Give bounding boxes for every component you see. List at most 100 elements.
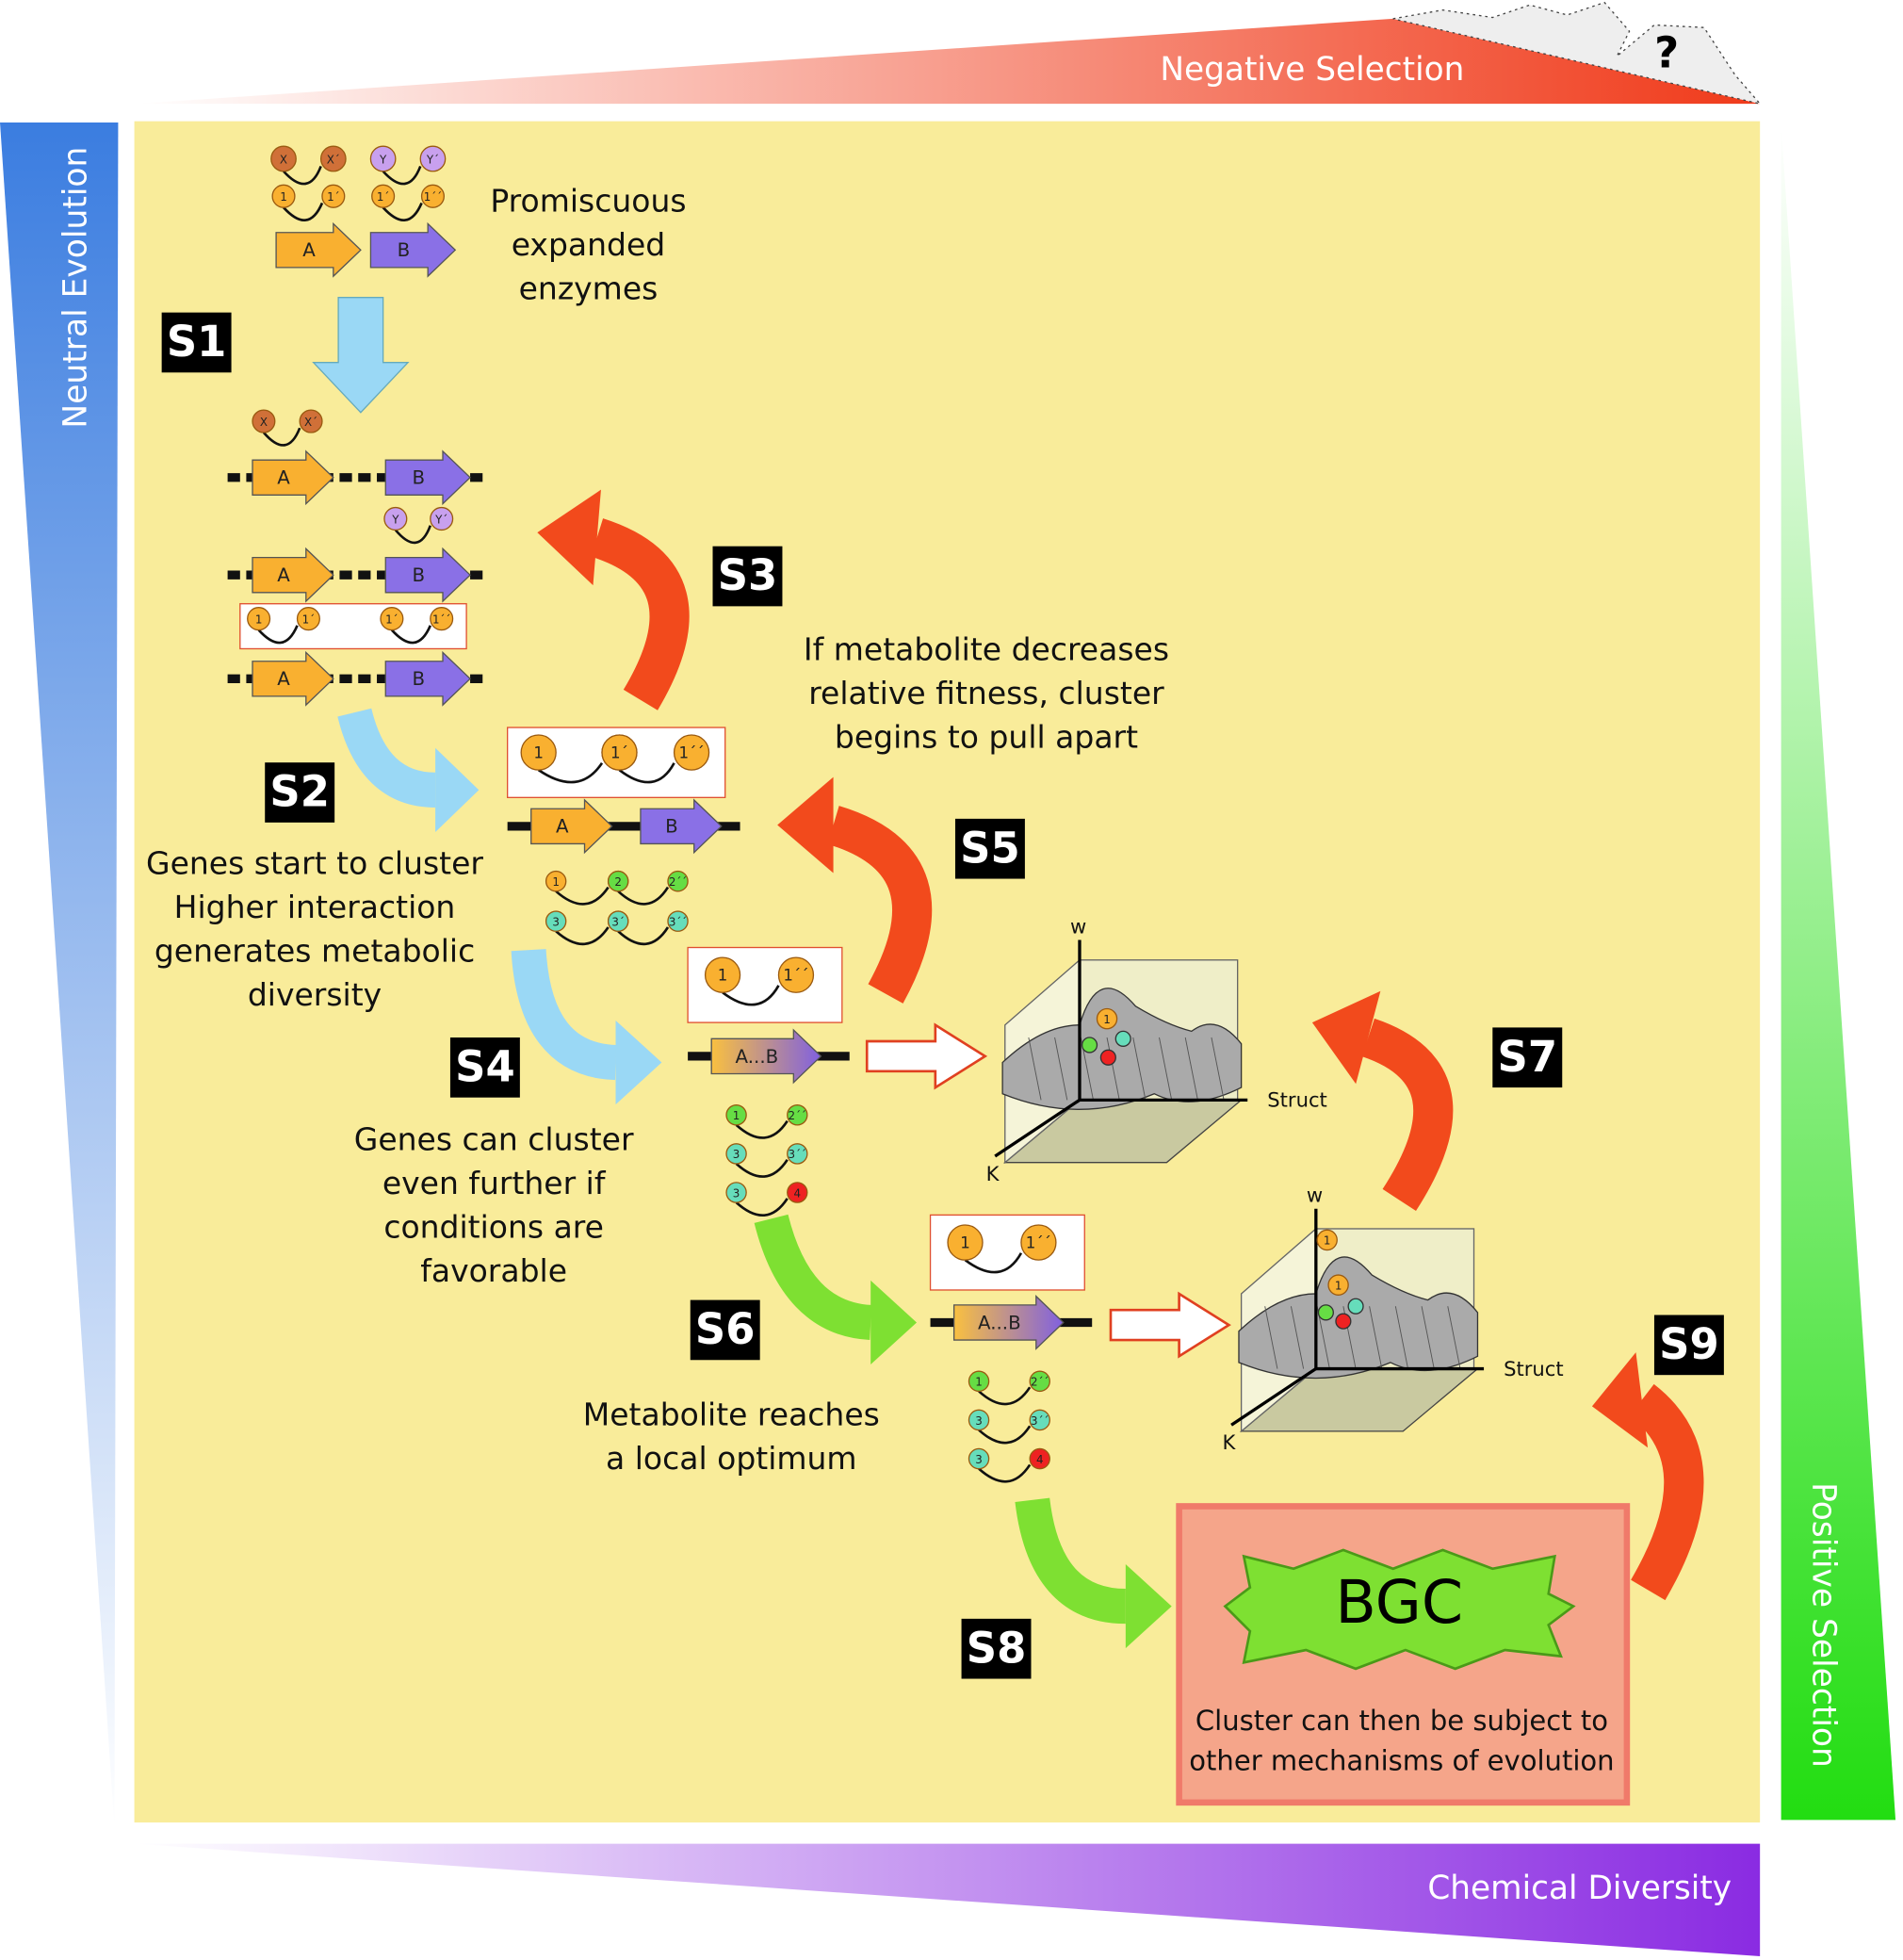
reaction-arrow bbox=[283, 165, 322, 186]
reaction-arrow bbox=[978, 1463, 1032, 1483]
gene-label: A...B bbox=[978, 1312, 1021, 1333]
molecule-label: 1´´ bbox=[424, 190, 442, 204]
surface-grid bbox=[1132, 1037, 1147, 1101]
curved-arrow bbox=[827, 806, 933, 1004]
molecule bbox=[787, 1103, 808, 1126]
surface-grid bbox=[1394, 1306, 1408, 1369]
molecule-label: 1 bbox=[1335, 1279, 1342, 1292]
axis-label: w bbox=[1070, 914, 1086, 938]
molecule bbox=[787, 1143, 808, 1165]
curved-arrow bbox=[590, 518, 690, 710]
caption-line: Genes start to cluster bbox=[146, 844, 483, 881]
molecule-label: X bbox=[260, 416, 268, 429]
gene-label: B bbox=[665, 816, 678, 838]
axis-label: K bbox=[1222, 1430, 1236, 1454]
caption-line: relative fitness, cluster bbox=[808, 675, 1164, 711]
axis-k bbox=[994, 1098, 1081, 1158]
gene-label: A bbox=[277, 668, 290, 690]
gene-arrow bbox=[952, 1295, 1065, 1350]
molecule-label: 4 bbox=[1036, 1453, 1044, 1466]
molecule bbox=[419, 145, 447, 172]
gene-arrow bbox=[252, 547, 334, 603]
molecule-label: X bbox=[280, 153, 287, 166]
down-arrow bbox=[312, 297, 410, 414]
molecule-label: 1 bbox=[1324, 1234, 1331, 1248]
molecule bbox=[371, 184, 396, 208]
molecule bbox=[430, 607, 454, 631]
step-box bbox=[954, 818, 1025, 879]
molecule-label: X´ bbox=[304, 416, 317, 429]
molecule-label: 1´´ bbox=[678, 743, 704, 761]
caption-line: favorable bbox=[420, 1252, 567, 1289]
molecule-label: 3´´ bbox=[789, 1148, 806, 1161]
gene-arrow bbox=[252, 449, 334, 506]
curved-arrow bbox=[1361, 1018, 1454, 1212]
ball bbox=[1347, 1298, 1364, 1315]
ball bbox=[1114, 1030, 1131, 1047]
arrow-head bbox=[435, 747, 480, 832]
molecule-label: 2´´ bbox=[789, 1109, 806, 1122]
bgc-star bbox=[1223, 1548, 1576, 1671]
molecule bbox=[296, 607, 320, 631]
molecule bbox=[1029, 1370, 1050, 1393]
reaction-arrow bbox=[555, 886, 610, 906]
molecule-label: 1 bbox=[255, 612, 263, 626]
reaction-arrow bbox=[382, 165, 422, 186]
step-label: S2 bbox=[269, 767, 330, 817]
molecule bbox=[545, 910, 567, 932]
gene-label: A bbox=[302, 239, 316, 261]
step-box bbox=[265, 762, 335, 823]
bottom-label: Chemical Diversity bbox=[1427, 1870, 1732, 1907]
arrow-head bbox=[537, 489, 601, 586]
step-label: S1 bbox=[167, 317, 227, 367]
caption-line: Cluster can then be subject to bbox=[1195, 1705, 1608, 1737]
reaction-arrow bbox=[722, 985, 780, 1006]
surface-grid bbox=[1211, 1037, 1225, 1101]
molecule-label: 3´´ bbox=[669, 915, 687, 928]
curved-arrow bbox=[1015, 1497, 1127, 1625]
reaction-arrow bbox=[735, 1159, 789, 1178]
caption-line: other mechanisms of evolution bbox=[1189, 1744, 1614, 1776]
caption-line: enzymes bbox=[519, 270, 659, 306]
caption-line: Genes can cluster bbox=[354, 1121, 634, 1158]
axis-label: Struct bbox=[1504, 1357, 1564, 1380]
molecule bbox=[968, 1409, 990, 1431]
molecule bbox=[968, 1370, 990, 1393]
arrow-head bbox=[1591, 1352, 1649, 1448]
ball bbox=[1317, 1304, 1334, 1321]
curved-arrow bbox=[337, 708, 436, 808]
molecule bbox=[420, 184, 445, 208]
question-mark: ? bbox=[1654, 28, 1679, 78]
molecule bbox=[725, 1103, 747, 1126]
caption-line: begins to pull apart bbox=[835, 718, 1138, 755]
molecule bbox=[252, 409, 276, 433]
reaction-arrow bbox=[618, 762, 675, 784]
molecule-label: 1 bbox=[552, 875, 560, 889]
step-box bbox=[961, 1618, 1032, 1679]
ball bbox=[1335, 1313, 1352, 1330]
molecule-label: 1´´ bbox=[432, 612, 450, 626]
molecule bbox=[673, 734, 710, 771]
white-arrow bbox=[865, 1022, 988, 1090]
molecule-label: 3 bbox=[552, 915, 560, 928]
reaction-arrow bbox=[978, 1386, 1032, 1406]
gene-label: A bbox=[277, 564, 290, 586]
molecule-label: 2´´ bbox=[669, 875, 687, 889]
molecule bbox=[607, 870, 629, 892]
gene-label: B bbox=[412, 564, 425, 586]
axis-label: w bbox=[1307, 1183, 1323, 1206]
arrow-head bbox=[1125, 1564, 1172, 1649]
caption-line: diversity bbox=[248, 976, 382, 1013]
step-label: S6 bbox=[695, 1304, 756, 1354]
molecule bbox=[725, 1182, 747, 1203]
molecule bbox=[545, 870, 567, 892]
caption-line: If metabolite decreases bbox=[804, 631, 1169, 668]
molecule bbox=[1316, 1229, 1338, 1251]
molecule-label: 2´´ bbox=[1031, 1376, 1049, 1389]
step-box bbox=[712, 546, 783, 607]
gene-label: A bbox=[277, 467, 290, 489]
molecule-label: Y´ bbox=[434, 513, 447, 526]
step-label: S5 bbox=[960, 823, 1020, 873]
molecule-label: 3 bbox=[975, 1453, 983, 1466]
